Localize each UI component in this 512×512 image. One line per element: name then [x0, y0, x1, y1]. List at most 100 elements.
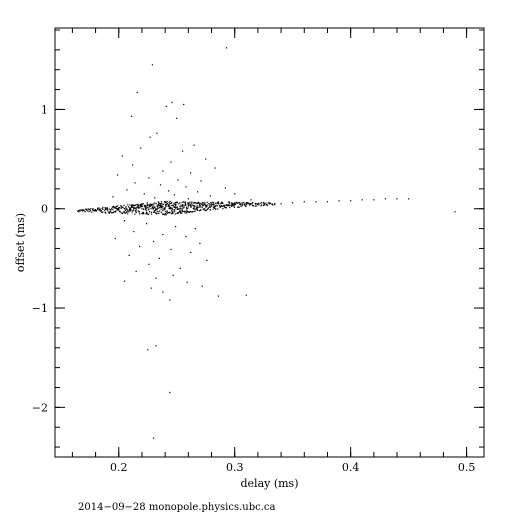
data-point-dense	[109, 211, 111, 213]
data-point-dense	[214, 207, 216, 210]
data-point-dense	[159, 205, 161, 207]
data-point-dense	[166, 211, 168, 214]
data-point-dense	[196, 206, 198, 209]
data-point-dense	[86, 208, 88, 210]
data-point-dense	[222, 202, 224, 204]
data-point-dense	[228, 205, 231, 207]
data-point-dense	[267, 202, 269, 204]
data-point	[199, 242, 201, 245]
data-point	[396, 198, 398, 200]
data-point	[156, 132, 158, 134]
data-point-dense	[84, 211, 86, 213]
data-point-dense	[213, 205, 215, 207]
data-point-dense	[116, 205, 118, 208]
data-point-dense	[97, 207, 99, 210]
data-point-dense	[237, 206, 239, 208]
data-point-dense	[143, 204, 146, 207]
data-point-dense	[87, 208, 89, 210]
data-point-dense	[117, 205, 119, 207]
data-point-dense	[171, 207, 173, 209]
data-point-dense	[209, 209, 211, 211]
data-point-dense	[115, 207, 117, 209]
data-point-dense	[126, 208, 128, 210]
data-point-dense	[248, 202, 250, 205]
data-point-dense	[204, 210, 206, 212]
data-point-dense	[194, 208, 196, 210]
data-point-dense	[91, 208, 94, 211]
data-point-dense	[171, 204, 173, 207]
data-point	[130, 115, 133, 117]
data-point	[200, 180, 202, 182]
data-point	[209, 195, 211, 197]
data-point	[179, 267, 181, 269]
data-point-dense	[164, 212, 167, 215]
data-point	[373, 199, 375, 201]
data-point-dense	[179, 202, 181, 204]
data-point-dense	[131, 204, 133, 206]
data-point-dense	[241, 202, 243, 204]
data-point-dense	[144, 206, 147, 209]
data-point-dense	[237, 202, 239, 204]
data-point-dense	[80, 209, 82, 211]
data-point-dense	[243, 203, 245, 205]
data-point-dense	[234, 203, 236, 205]
data-point-dense	[138, 207, 140, 209]
data-point-dense	[196, 205, 199, 207]
data-point-dense	[181, 210, 184, 213]
data-point-dense	[179, 206, 181, 208]
data-point-dense	[151, 213, 153, 215]
data-point-dense	[232, 202, 234, 205]
data-point-dense	[134, 207, 136, 209]
data-point-dense	[98, 209, 100, 211]
data-point-dense	[166, 210, 168, 212]
data-point-dense	[222, 205, 224, 207]
data-point-dense	[79, 210, 81, 212]
data-point-dense	[215, 204, 217, 206]
data-point-dense	[94, 210, 96, 212]
data-point-dense	[193, 205, 196, 207]
data-point-dense	[148, 206, 150, 208]
data-point-dense	[252, 205, 254, 207]
data-point	[245, 204, 247, 206]
data-point-dense	[89, 210, 92, 212]
data-point-dense	[124, 209, 126, 212]
data-point	[155, 345, 157, 347]
data-point-dense	[162, 210, 164, 212]
data-point-dense	[202, 204, 204, 207]
x-tick-label: 0.5	[458, 461, 476, 474]
data-point-dense	[191, 204, 194, 206]
data-point-dense	[245, 203, 248, 205]
data-point-dense	[166, 202, 169, 205]
data-point-dense	[271, 203, 273, 205]
data-point-dense	[145, 208, 147, 210]
data-point-dense	[263, 204, 266, 206]
data-point-dense	[198, 202, 200, 204]
data-point-dense	[199, 209, 201, 211]
data-point-dense	[182, 204, 184, 206]
data-point	[350, 200, 352, 202]
data-point-dense	[123, 211, 125, 213]
data-point-dense	[135, 211, 137, 214]
data-point-dense	[144, 205, 146, 208]
data-point-dense	[230, 204, 232, 207]
data-point-dense	[184, 201, 187, 203]
data-point-dense	[113, 206, 115, 208]
data-point	[133, 230, 135, 233]
data-point-dense	[125, 207, 127, 209]
data-point-dense	[235, 201, 238, 204]
data-point-dense	[166, 212, 168, 214]
data-point-dense	[246, 202, 249, 204]
data-point	[338, 200, 340, 202]
data-point-dense	[120, 205, 122, 207]
data-point	[177, 179, 179, 181]
data-point	[206, 259, 208, 261]
data-point	[123, 220, 126, 222]
data-point-dense	[194, 202, 196, 204]
data-point-dense	[231, 203, 233, 205]
data-point	[326, 201, 329, 203]
data-point-dense	[162, 206, 164, 208]
data-point-dense	[129, 208, 131, 210]
data-point-dense	[203, 203, 205, 205]
data-point	[121, 155, 123, 157]
